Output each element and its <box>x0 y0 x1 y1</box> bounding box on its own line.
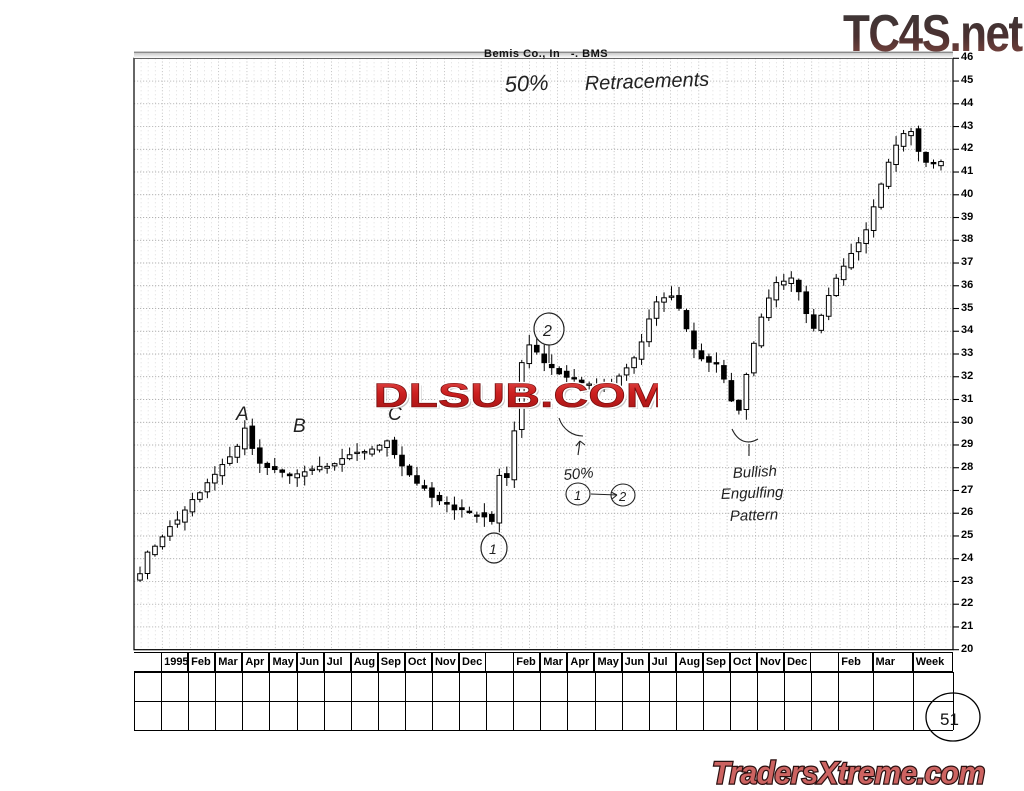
svg-text:51: 51 <box>940 710 959 729</box>
